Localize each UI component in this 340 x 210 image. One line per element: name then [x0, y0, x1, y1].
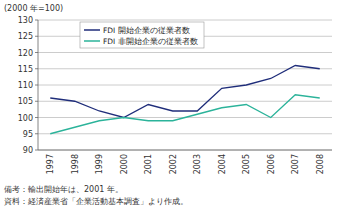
y-tick: [35, 133, 38, 134]
y-tick: [35, 36, 38, 37]
x-tick-label: 1998: [71, 154, 80, 174]
line-series: [50, 95, 320, 134]
y-tick-label: 95: [23, 130, 33, 139]
note: 資料：経済産業省「企業活動基本調査」より作成。: [4, 197, 188, 206]
x-tick-label: 1999: [95, 154, 104, 174]
y-tick: [35, 117, 38, 118]
y-tick-label: 130: [18, 16, 33, 25]
x-tick-label: 2003: [193, 154, 202, 174]
legend-box: [80, 22, 204, 48]
x-tick-label: 2005: [242, 154, 251, 174]
x-tick-label: 2002: [169, 154, 178, 174]
grid-line: [38, 85, 332, 86]
x-tick-label: 1997: [46, 154, 55, 174]
legend: FDI 開始企業の従業者数 FDI 非開始企業の従業者数: [80, 22, 204, 48]
grid-line: [38, 133, 332, 134]
y-tick: [35, 20, 38, 21]
grid-line: [38, 52, 332, 53]
y-tick: [35, 52, 38, 53]
y-tick: [35, 101, 38, 102]
y-tick-label: 90: [23, 146, 33, 155]
plot-area: [50, 66, 320, 134]
y-tick: [35, 85, 38, 86]
y-axis-label: (2000 年=100): [4, 4, 63, 13]
x-tick-label: 2001: [144, 154, 153, 174]
y-tick-label: 100: [18, 114, 33, 123]
grid-line: [38, 150, 332, 151]
y-tick-label: 120: [18, 49, 33, 58]
y-tick-label: 105: [18, 97, 33, 106]
legend-swatch: [84, 40, 100, 42]
x-tick-label: 2004: [218, 154, 227, 174]
x-tick-label: 2000: [120, 154, 129, 174]
y-tick: [35, 150, 38, 151]
x-tick-label: 2008: [316, 154, 325, 174]
x-tick-label: 2007: [291, 154, 300, 174]
grid-line: [38, 20, 332, 21]
legend-label: FDI 非開始企業の従業者数: [103, 37, 198, 46]
x-tick-label: 2006: [267, 154, 276, 174]
legend-label: FDI 開始企業の従業者数: [103, 26, 190, 35]
y-tick-label: 110: [18, 81, 33, 90]
y-tick: [35, 68, 38, 69]
y-axis: [38, 20, 39, 150]
y-tick-label: 125: [18, 32, 33, 41]
note: 備考：輸出開始年は、2001 年。: [4, 185, 123, 194]
y-tick-label: 115: [18, 65, 33, 74]
x-axis: [38, 150, 332, 151]
chart: (2000 年=100) 90 95 100 105 110 115 120 125 130 199…: [0, 0, 340, 210]
legend-swatch: [84, 29, 100, 31]
